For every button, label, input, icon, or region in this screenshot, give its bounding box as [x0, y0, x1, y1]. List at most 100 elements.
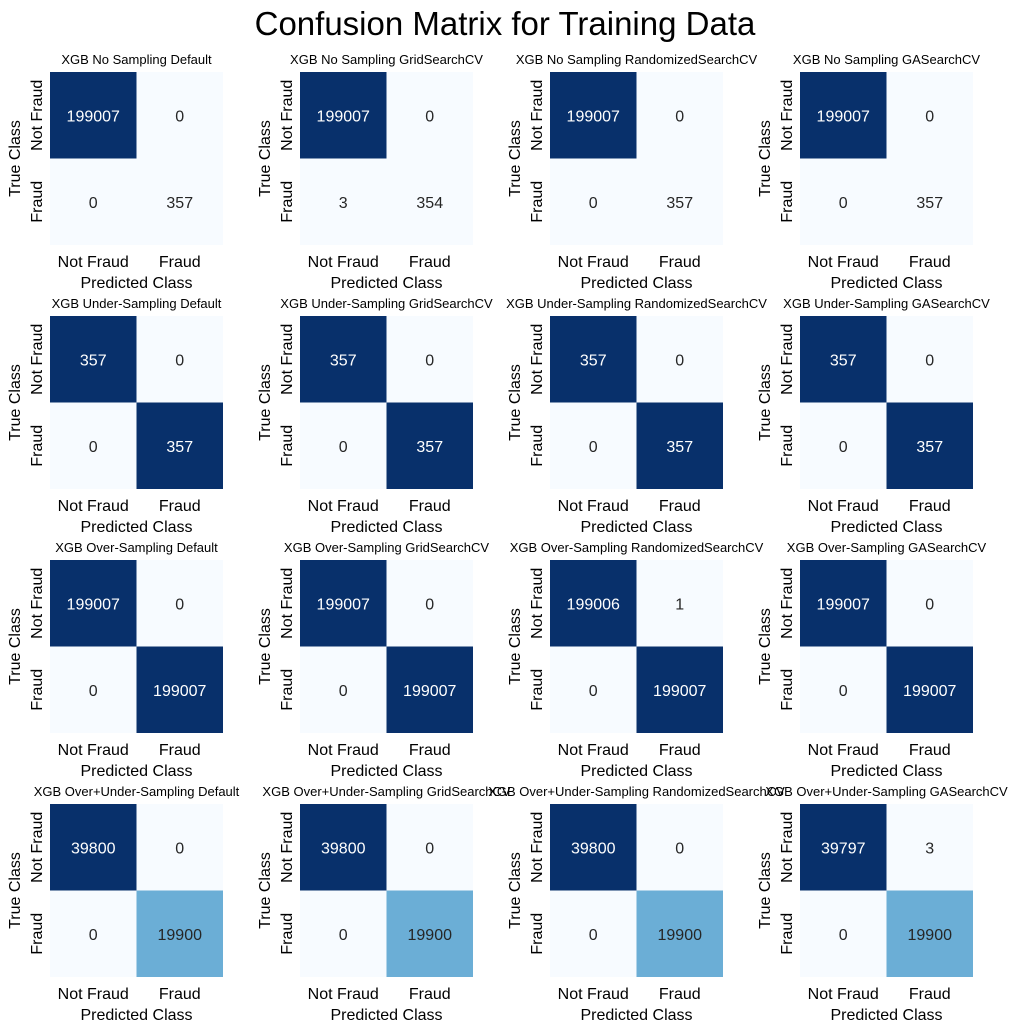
cell-value-label: 0	[89, 927, 98, 944]
panel-title: XGB No Sampling GridSearchCV	[290, 52, 483, 67]
x-tick-label: Fraud	[909, 254, 951, 271]
x-tick-label: Not Fraud	[58, 254, 129, 271]
figure-title: Confusion Matrix for Training Data	[255, 5, 756, 42]
heatmap-panel: XGB Under-Sampling RandomizedSearchCV 357…	[506, 296, 767, 536]
x-tick-label: Fraud	[909, 498, 951, 515]
heatmap-cell	[886, 402, 973, 489]
cell-value-label: 0	[425, 596, 434, 613]
heatmap-cell	[300, 158, 387, 245]
panel-title: XGB Over-Sampling GASearchCV	[787, 540, 987, 555]
x-tick-label: Fraud	[159, 498, 201, 515]
cell-value-label: 0	[925, 108, 934, 125]
heatmap-panel: XGB No Sampling GASearchCV 199007 0 0 357 Not…	[757, 52, 980, 292]
heatmap-panel: XGB No Sampling RandomizedSearchCV 199007…	[507, 52, 757, 292]
cell-value-label: 0	[675, 108, 684, 125]
heatmap-panel: XGB Over+Under-Sampling RandomizedSearch…	[488, 784, 785, 1024]
heatmap-cell	[550, 804, 637, 891]
x-tick-label: Not Fraud	[308, 986, 379, 1003]
x-axis-label: Predicted Class	[830, 1007, 942, 1024]
heatmap-panel: XGB Over-Sampling RandomizedSearchCV 1990…	[507, 540, 764, 780]
cell-value-label: 19900	[408, 927, 453, 944]
panel-title: XGB Under-Sampling GridSearchCV	[280, 296, 493, 311]
x-tick-label: Fraud	[659, 498, 701, 515]
heatmap-cell	[636, 402, 723, 489]
heatmap-cell	[300, 72, 387, 159]
heatmap-cell	[550, 402, 637, 489]
panel-title: XGB No Sampling Default	[61, 52, 212, 67]
heatmap-cell	[300, 890, 387, 977]
x-tick-label: Not Fraud	[308, 742, 379, 759]
y-tick-label: Fraud	[279, 181, 296, 223]
cell-value-label: 357	[166, 439, 193, 456]
cell-value-label: 0	[339, 927, 348, 944]
heatmap-cell	[636, 158, 723, 245]
cell-value-label: 0	[675, 840, 684, 857]
panel-title: XGB Over-Sampling Default	[55, 540, 218, 555]
x-axis-label: Predicted Class	[580, 763, 692, 780]
y-axis-label: True Class	[7, 852, 24, 929]
heatmap-cell	[386, 402, 473, 489]
cell-value-label: 0	[589, 927, 598, 944]
y-tick-label: Fraud	[529, 181, 546, 223]
cell-value-label: 199007	[67, 108, 120, 125]
heatmap-cell	[800, 402, 887, 489]
heatmap-cell	[636, 804, 723, 891]
x-axis-label: Predicted Class	[80, 1007, 192, 1024]
y-tick-label: Fraud	[779, 425, 796, 467]
x-tick-label: Fraud	[409, 254, 451, 271]
y-axis-label: True Class	[757, 364, 774, 441]
heatmap-cell	[136, 72, 223, 159]
heatmap-cell	[136, 804, 223, 891]
cell-value-label: 0	[425, 352, 434, 369]
cell-value-label: 0	[589, 683, 598, 700]
y-axis-label: True Class	[257, 608, 274, 685]
x-tick-label: Not Fraud	[558, 742, 629, 759]
cell-value-label: 0	[339, 439, 348, 456]
panel-title: XGB No Sampling GASearchCV	[793, 52, 980, 67]
cell-value-label: 39800	[321, 840, 366, 857]
cell-value-label: 0	[675, 352, 684, 369]
y-tick-label: Not Fraud	[529, 80, 546, 151]
cell-value-label: 357	[830, 352, 857, 369]
cell-value-label: 0	[89, 439, 98, 456]
heatmap-cell	[50, 646, 137, 733]
panel-title: XGB Under-Sampling RandomizedSearchCV	[506, 296, 767, 311]
cell-value-label: 357	[666, 439, 693, 456]
x-tick-label: Not Fraud	[808, 986, 879, 1003]
heatmap-panel: XGB Over+Under-Sampling GridSearchCV 3980…	[257, 784, 511, 1024]
y-tick-label: Not Fraud	[279, 568, 296, 639]
y-axis-label: True Class	[7, 608, 24, 685]
cell-value-label: 199007	[403, 683, 456, 700]
y-tick-label: Not Fraud	[29, 568, 46, 639]
cell-value-label: 0	[339, 683, 348, 700]
heatmap-cell	[386, 646, 473, 733]
y-tick-label: Fraud	[29, 669, 46, 711]
heatmap-cell	[886, 158, 973, 245]
y-tick-label: Not Fraud	[279, 80, 296, 151]
heatmap-cell	[300, 646, 387, 733]
heatmap-cell	[886, 316, 973, 403]
x-axis-label: Predicted Class	[830, 519, 942, 536]
heatmap-panel: XGB Under-Sampling GridSearchCV 357 0 0 357 N…	[257, 296, 493, 536]
y-tick-label: Not Fraud	[529, 324, 546, 395]
cell-value-label: 0	[175, 840, 184, 857]
panel-title: XGB Over+Under-Sampling RandomizedSearch…	[488, 784, 785, 799]
heatmap-cell	[136, 646, 223, 733]
y-tick-label: Not Fraud	[779, 80, 796, 151]
y-tick-label: Not Fraud	[29, 80, 46, 151]
cell-value-label: 39800	[71, 840, 116, 857]
heatmap-panel: XGB Under-Sampling GASearchCV 357 0 0 357 Not…	[757, 296, 990, 536]
cell-value-label: 3	[339, 195, 348, 212]
heatmap-cell	[386, 316, 473, 403]
cell-value-label: 39800	[571, 840, 616, 857]
x-tick-label: Fraud	[409, 498, 451, 515]
y-tick-label: Fraud	[779, 913, 796, 955]
heatmap-cell	[636, 560, 723, 647]
cell-value-label: 357	[916, 439, 943, 456]
cell-value-label: 0	[839, 195, 848, 212]
cell-value-label: 0	[175, 596, 184, 613]
y-tick-label: Fraud	[279, 425, 296, 467]
y-tick-label: Fraud	[529, 669, 546, 711]
y-axis-label: True Class	[757, 852, 774, 929]
cell-value-label: 199006	[567, 596, 620, 613]
